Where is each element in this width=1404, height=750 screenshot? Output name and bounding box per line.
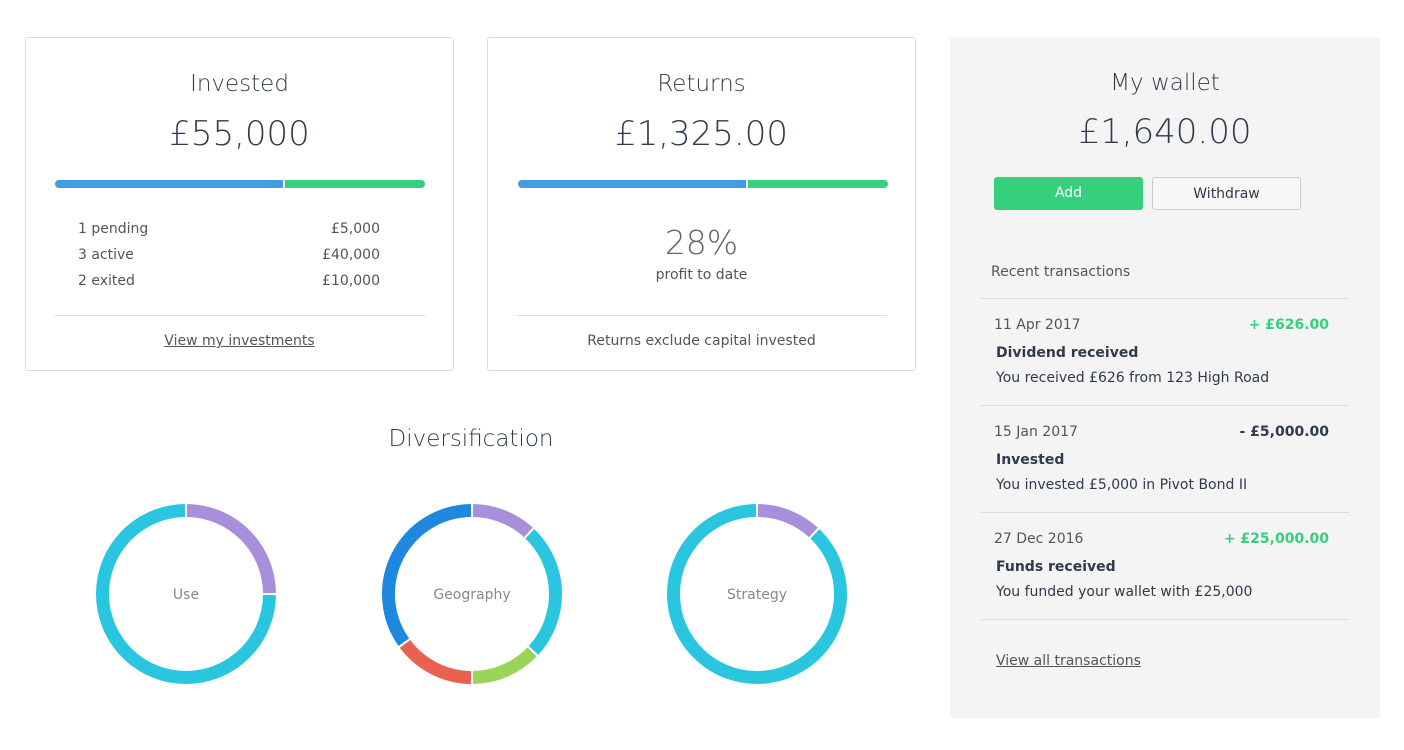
bar-segment: [518, 180, 747, 188]
returns-note: Returns exclude capital invested: [587, 333, 816, 349]
row-value: £5,000: [331, 221, 380, 237]
card-amount: £1,325.00: [614, 114, 789, 154]
row-value: £40,000: [322, 247, 380, 263]
tx-title: Dividend received: [996, 345, 1139, 361]
donut-charts: Use Geography Strategy: [96, 504, 847, 684]
profit-label: profit to date: [655, 267, 748, 283]
divider: [981, 512, 1350, 513]
divider: [981, 405, 1350, 406]
add-button[interactable]: Add: [994, 177, 1143, 210]
bar-segment: [748, 180, 888, 188]
donut-segment: [186, 504, 276, 594]
section-title: Diversification: [388, 426, 554, 452]
view-investments-link[interactable]: View my investments: [164, 333, 315, 349]
tx-amount: + £25,000.00: [1223, 531, 1329, 547]
recent-title: Recent transactions: [991, 264, 1131, 280]
divider: [55, 315, 425, 316]
card-amount: £55,000: [169, 114, 310, 154]
row-label: 3 active: [78, 247, 134, 263]
invested-card: Invested £55,000 1 pending £5,000 3 active…: [25, 37, 454, 371]
tx-description: You funded your wallet with £25,000: [996, 584, 1253, 600]
card-title: Returns: [657, 71, 746, 97]
progress-bar: [518, 180, 888, 188]
row-label: 1 pending: [78, 221, 149, 237]
tx-date: 11 Apr 2017: [994, 317, 1081, 333]
donut-segment: [525, 529, 562, 655]
wallet-balance: £1,640.00: [1078, 112, 1252, 152]
donut-label: Strategy: [727, 587, 787, 603]
donut-segment: [667, 504, 847, 684]
view-transactions-link[interactable]: View all transactions: [996, 653, 1141, 669]
tx-description: You invested £5,000 in Pivot Bond II: [996, 477, 1248, 493]
donut-segment: [382, 504, 472, 647]
row-label: 2 exited: [78, 273, 135, 289]
returns-card: Returns £1,325.00 28% profit to date Ret…: [487, 37, 916, 371]
progress-bar: [55, 180, 425, 188]
divider: [517, 315, 887, 316]
bar-segment: [55, 180, 284, 188]
tx-date: 15 Jan 2017: [994, 424, 1078, 440]
donut-segment: [399, 639, 472, 684]
donut-segment: [96, 504, 276, 684]
tx-title: Funds received: [996, 559, 1116, 575]
wallet-panel: My wallet £1,640.00 Add Withdraw Recent …: [950, 37, 1380, 718]
donut-segment: [757, 504, 818, 538]
divider: [981, 298, 1350, 299]
donut-label: Geography: [433, 587, 510, 603]
tx-amount: - £5,000.00: [1239, 424, 1329, 440]
tx-description: You received £626 from 123 High Road: [996, 370, 1270, 386]
card-title: Invested: [190, 71, 289, 97]
donut-segment: [472, 647, 537, 684]
donut-label: Use: [173, 587, 199, 603]
donut-segment: [472, 504, 533, 538]
divider: [981, 619, 1350, 620]
tx-amount: + £626.00: [1248, 317, 1329, 333]
bar-segment: [285, 180, 425, 188]
withdraw-button[interactable]: Withdraw: [1152, 177, 1301, 210]
row-value: £10,000: [322, 273, 380, 289]
wallet-title: My wallet: [1110, 70, 1220, 96]
profit-stat: 28%: [664, 223, 739, 262]
tx-date: 27 Dec 2016: [994, 531, 1084, 547]
tx-title: Invested: [996, 452, 1065, 468]
